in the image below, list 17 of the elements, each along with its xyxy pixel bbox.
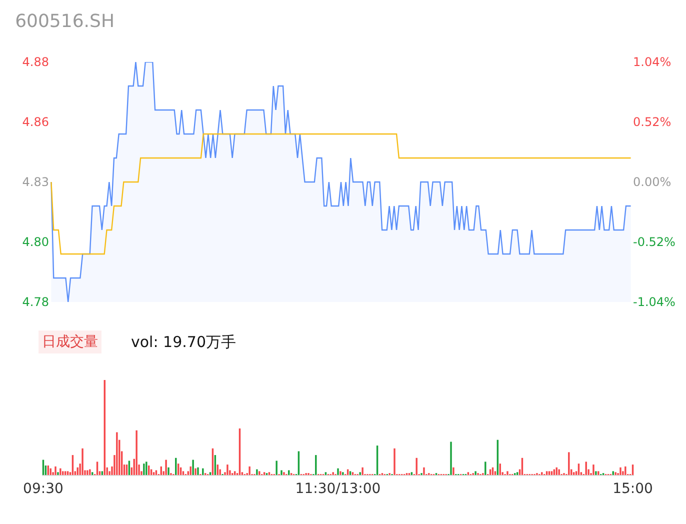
y2-tick-label: 1.04% [633, 55, 672, 70]
y2-tick-label: 0.00% [633, 175, 672, 190]
line-series [50, 133, 632, 255]
y-tick-label: 4.88 [22, 55, 49, 70]
y-tick-label: 4.83 [22, 175, 49, 190]
chart-title: 600516.SH [15, 11, 114, 32]
x-tick-label: 09:30 [23, 480, 64, 497]
y2-tick-label: -0.52% [633, 235, 676, 250]
y2-tick-label: 0.52% [633, 115, 672, 130]
x-tick-label: 11:30/13:00 [295, 480, 381, 497]
y-tick-label: 4.86 [22, 115, 49, 130]
x-tick-label: 15:00 [612, 480, 653, 497]
y-tick-label: 4.80 [22, 235, 49, 250]
text: vol: 19.70万手 [131, 333, 236, 351]
y2-tick-label: -1.04% [633, 295, 676, 310]
text: 日成交量 [42, 334, 98, 350]
y-tick-label: 4.78 [22, 295, 49, 310]
